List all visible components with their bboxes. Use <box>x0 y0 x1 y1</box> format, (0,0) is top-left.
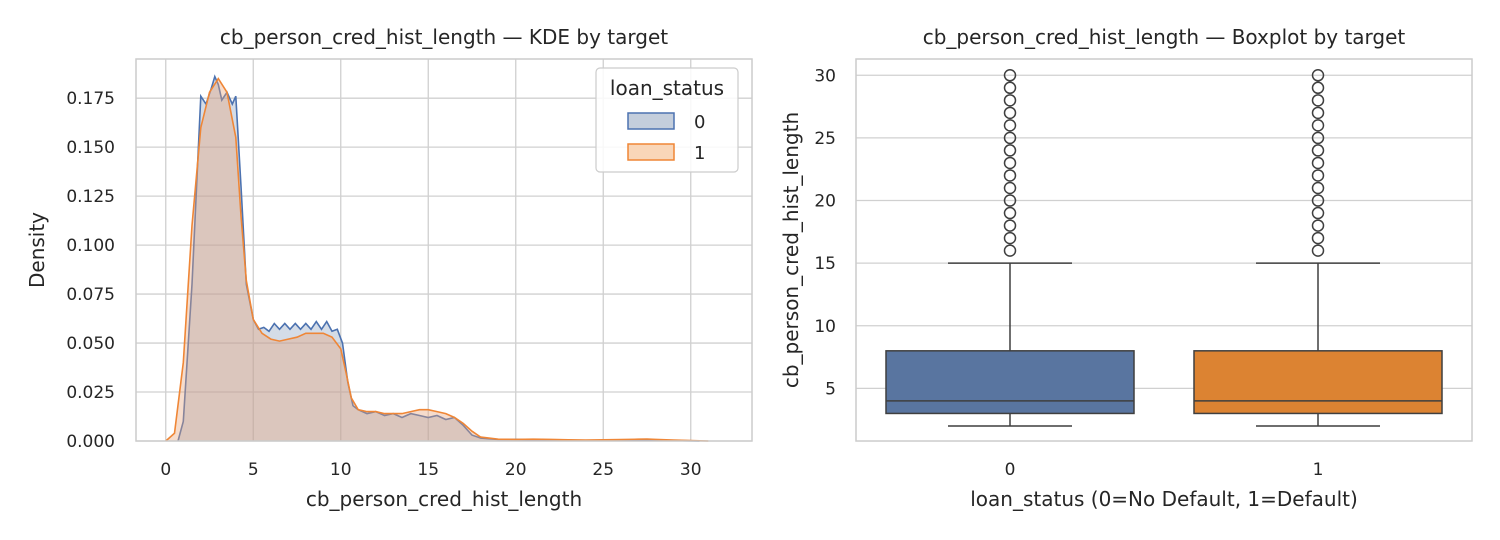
outlier-point <box>1003 119 1017 132</box>
legend-swatch-0 <box>627 112 675 130</box>
box-plot-frame <box>855 58 1473 442</box>
kde-x-tick-label: 10 <box>330 460 352 480</box>
box-body <box>885 350 1135 415</box>
outlier-point <box>1003 194 1017 207</box>
box-group-0 <box>885 69 1135 427</box>
kde-x-tick-label: 5 <box>248 460 259 480</box>
kde-area-series-0 <box>178 76 700 441</box>
outlier-point <box>1003 106 1017 120</box>
box-x-tick-label: 1 <box>1313 460 1324 480</box>
outlier-point <box>1003 169 1017 182</box>
outlier-point <box>1311 131 1325 145</box>
outlier-point <box>1311 144 1325 157</box>
outlier-point <box>1003 69 1017 82</box>
kde-y-tick-label: 0.100 <box>66 236 115 256</box>
legend-title: loan_status <box>610 76 724 100</box>
box-y-ticks: 5 10 15 20 25 30 <box>814 66 836 399</box>
kde-x-tick-label: 30 <box>680 460 702 480</box>
outlier-point <box>1003 81 1017 95</box>
box-marks <box>885 69 1443 427</box>
box-x-tick-label: 0 <box>1005 460 1016 480</box>
kde-x-axis-label: cb_person_cred_hist_length <box>306 487 582 511</box>
box-y-tick-label: 30 <box>814 66 836 86</box>
box-body <box>1193 350 1443 415</box>
outlier-point <box>1311 206 1325 220</box>
outlier-point <box>1003 144 1017 157</box>
outlier-point <box>1003 131 1017 145</box>
outlier-point <box>1311 119 1325 132</box>
outlier-point <box>1003 94 1017 107</box>
outlier-point <box>1311 194 1325 207</box>
kde-x-ticks: 0 5 10 15 20 25 30 <box>160 460 701 480</box>
outlier-point <box>1003 231 1017 245</box>
outlier-point <box>1003 156 1017 170</box>
legend-label-1: 1 <box>694 143 705 164</box>
outlier-point <box>1311 81 1325 95</box>
kde-y-tick-label: 0.000 <box>66 432 115 452</box>
box-grid <box>856 74 1472 390</box>
kde-plot-frame <box>135 58 753 442</box>
kde-x-tick-label: 20 <box>505 460 527 480</box>
outlier-point <box>1311 94 1325 107</box>
outlier-point <box>1003 181 1017 195</box>
outlier-point <box>1311 219 1325 232</box>
outlier-point <box>1003 219 1017 232</box>
kde-y-tick-label: 0.050 <box>66 334 115 354</box>
outlier-point <box>1311 181 1325 195</box>
box-y-tick-label: 20 <box>814 192 836 212</box>
kde-y-tick-label: 0.075 <box>66 285 115 305</box>
kde-areas <box>165 74 709 442</box>
box-y-tick-label: 25 <box>814 129 836 149</box>
outlier-point <box>1311 231 1325 245</box>
kde-chart: 0 5 10 15 20 25 30 0.0000.0250.0500.0750.1000.… <box>25 25 753 511</box>
kde-area-series-1 <box>165 78 709 441</box>
outlier-point <box>1311 69 1325 82</box>
kde-chart-title: cb_person_cred_hist_length — KDE by targ… <box>220 25 668 49</box>
kde-y-ticks: 0.000 0.025 0.050 0.075 0.100 0.125 0.150 0.175 <box>66 89 115 452</box>
legend-swatch-1 <box>627 143 675 161</box>
kde-y-tick-label: 0.125 <box>66 187 115 207</box>
kde-x-tick-label: 25 <box>592 460 614 480</box>
box-y-tick-label: 5 <box>825 379 836 399</box>
box-y-axis-label: cb_person_cred_hist_length <box>779 112 803 388</box>
kde-x-tick-label: 0 <box>160 460 171 480</box>
box-chart-title: cb_person_cred_hist_length — Boxplot by … <box>923 25 1406 49</box>
kde-line-series-1 <box>165 77 709 442</box>
outlier-point <box>1003 244 1017 257</box>
outlier-point <box>1311 156 1325 170</box>
outlier-point <box>1311 244 1325 257</box>
kde-legend: loan_status 0 1 <box>595 67 739 173</box>
outlier-point <box>1003 206 1017 220</box>
box-x-axis-label: loan_status (0=No Default, 1=Default) <box>970 487 1358 511</box>
box-group-1 <box>1193 69 1443 427</box>
kde-x-tick-label: 15 <box>417 460 439 480</box>
box-y-tick-label: 10 <box>814 317 836 337</box>
outlier-point <box>1311 169 1325 182</box>
outlier-point <box>1311 106 1325 120</box>
box-y-tick-label: 15 <box>814 254 836 274</box>
kde-y-tick-label: 0.175 <box>66 89 115 109</box>
kde-y-axis-label: Density <box>25 212 49 288</box>
kde-y-tick-label: 0.150 <box>66 138 115 158</box>
kde-y-tick-label: 0.025 <box>66 383 115 403</box>
legend-label-0: 0 <box>694 112 705 133</box>
